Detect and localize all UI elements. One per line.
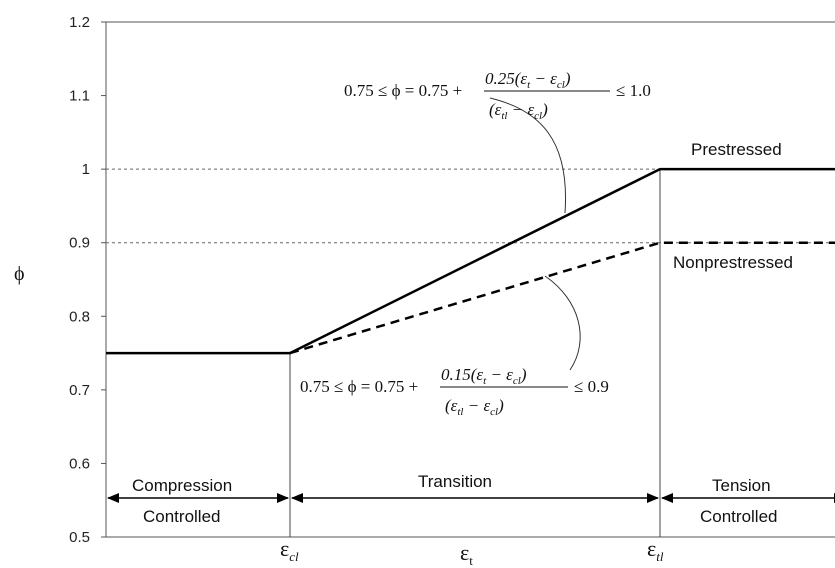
leader-curve-prestressed <box>489 97 567 214</box>
y-tick-label: 0.8 <box>69 308 90 325</box>
series-line-nonprestressed <box>289 241 835 355</box>
y-tick-label: 0.7 <box>69 382 90 399</box>
svg-text:(εtl − εcl): (εtl − εcl) <box>489 100 548 122</box>
equation-nonprestressed: 0.75 ≤ ϕ = 0.75 + 0.15(εt − εcl) (εtl − … <box>300 365 609 418</box>
y-axis-label: ϕ <box>14 263 25 285</box>
region-label-compression-1: Compression <box>132 476 232 495</box>
x-tick-label-ecl: εcl <box>280 536 299 564</box>
svg-text:(εtl − εcl): (εtl − εcl) <box>445 396 504 418</box>
region-label-tension-2: Controlled <box>700 507 778 526</box>
series-label-nonprestressed: Nonprestressed <box>673 253 793 272</box>
svg-text:0.75 ≤ ϕ = 0.75 +: 0.75 ≤ ϕ = 0.75 + <box>344 81 462 100</box>
region-label-transition: Transition <box>418 472 492 491</box>
y-tick-label: 1.1 <box>69 88 90 105</box>
svg-text:0.75 ≤ ϕ = 0.75 +: 0.75 ≤ ϕ = 0.75 + <box>300 377 418 396</box>
leader-curve-nonprestressed <box>544 275 581 371</box>
y-tick-label: 0.9 <box>69 235 90 252</box>
svg-text:≤ 0.9: ≤ 0.9 <box>574 377 609 396</box>
region-label-tension-1: Tension <box>712 476 771 495</box>
series-label-prestressed: Prestressed <box>691 140 782 159</box>
x-axis-label: εt <box>460 540 473 568</box>
plot-frame <box>105 21 835 538</box>
x-tick-label-etl: εtl <box>647 536 664 564</box>
y-tick-label: 1.2 <box>69 14 90 31</box>
y-tick-label: 0.5 <box>69 529 90 546</box>
svg-text:0.25(εt − εcl): 0.25(εt − εcl) <box>485 69 571 91</box>
svg-text:0.15(εt − εcl): 0.15(εt − εcl) <box>441 365 527 387</box>
svg-text:≤ 1.0: ≤ 1.0 <box>616 81 651 100</box>
series-line-prestressed <box>106 167 835 355</box>
y-tick-label: 0.6 <box>69 455 90 472</box>
region-label-compression-2: Controlled <box>143 507 221 526</box>
equation-prestressed: 0.75 ≤ ϕ = 0.75 + 0.25(εt − εcl) (εtl − … <box>344 69 651 122</box>
y-tick-label: 1 <box>82 161 90 178</box>
